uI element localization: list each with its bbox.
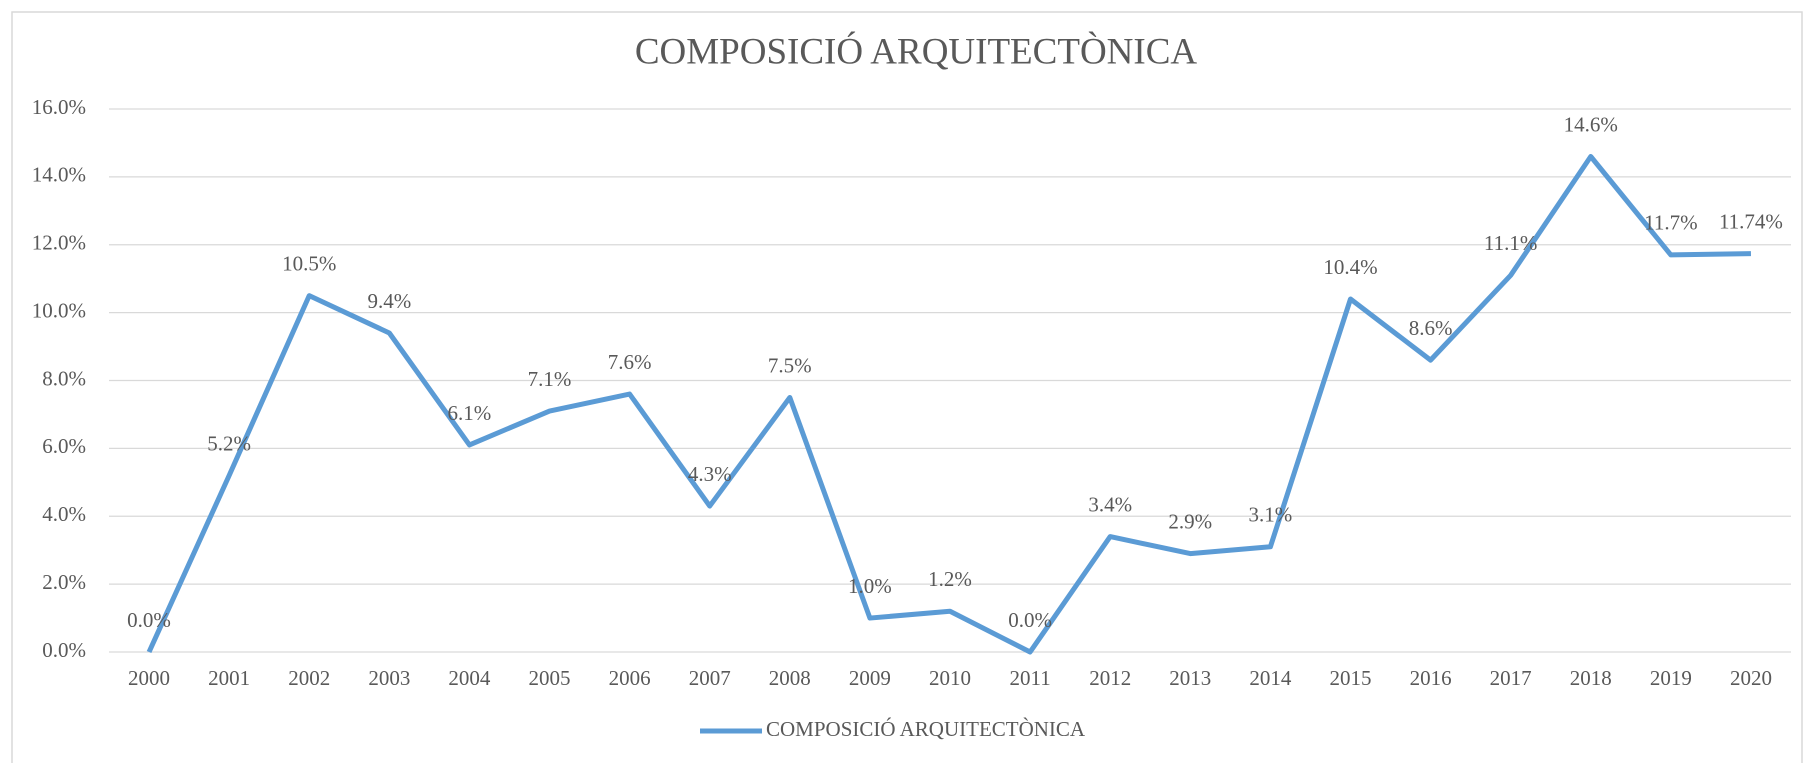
x-tick-label: 2018 (1570, 666, 1612, 690)
data-label: 0.0% (127, 608, 171, 632)
data-label: 7.5% (768, 353, 812, 377)
y-tick-label: 0.0% (42, 638, 86, 662)
x-tick-label: 2011 (1009, 666, 1050, 690)
x-tick-label: 2001 (208, 666, 250, 690)
data-label: 14.6% (1564, 112, 1618, 136)
data-label: 11.7% (1644, 211, 1697, 235)
x-tick-label: 2002 (288, 666, 330, 690)
x-tick-label: 2017 (1490, 666, 1532, 690)
data-label: 3.1% (1249, 503, 1293, 527)
chart-title: COMPOSICIÓ ARQUITECTÒNICA (635, 30, 1198, 72)
x-tick-label: 2004 (448, 666, 491, 690)
x-tick-label: 2003 (368, 666, 410, 690)
x-tick-label: 2007 (689, 666, 731, 690)
data-label: 4.3% (688, 462, 732, 486)
y-tick-label: 4.0% (42, 502, 86, 526)
data-label: 8.6% (1409, 316, 1453, 340)
y-tick-label: 8.0% (42, 366, 86, 390)
data-label: 10.4% (1323, 255, 1377, 279)
x-tick-label: 2000 (128, 666, 170, 690)
x-tick-label: 2005 (529, 666, 571, 690)
x-tick-label: 2020 (1730, 666, 1772, 690)
x-tick-label: 2009 (849, 666, 891, 690)
data-label: 5.2% (207, 431, 251, 455)
x-tick-label: 2008 (769, 666, 811, 690)
data-label: 11.74% (1719, 209, 1783, 233)
data-label: 7.6% (608, 350, 652, 374)
legend-label: COMPOSICIÓ ARQUITECTÒNICA (766, 717, 1086, 741)
y-tick-label: 6.0% (42, 434, 86, 458)
x-tick-label: 2013 (1169, 666, 1211, 690)
x-tick-label: 2010 (929, 666, 971, 690)
data-label: 2.9% (1168, 509, 1212, 533)
x-tick-label: 2019 (1650, 666, 1692, 690)
data-label: 6.1% (448, 401, 492, 425)
y-tick-label: 2.0% (42, 570, 86, 594)
data-label: 11.1% (1484, 231, 1537, 255)
data-label: 1.2% (928, 567, 972, 591)
y-tick-label: 16.0% (32, 95, 86, 119)
data-label: 9.4% (367, 289, 411, 313)
x-tick-label: 2012 (1089, 666, 1131, 690)
y-tick-label: 14.0% (32, 163, 86, 187)
chart-border (11, 11, 1803, 763)
data-label: 3.4% (1088, 492, 1132, 516)
y-tick-label: 12.0% (32, 231, 86, 255)
data-label: 10.5% (282, 251, 336, 275)
data-line (146, 154, 1751, 655)
y-tick-label: 10.0% (32, 298, 86, 322)
x-tick-label: 2006 (609, 666, 651, 690)
x-tick-label: 2014 (1249, 666, 1292, 690)
data-label: 0.0% (1008, 608, 1052, 632)
x-tick-label: 2015 (1329, 666, 1371, 690)
x-tick-label: 2016 (1410, 666, 1452, 690)
data-label: 1.0% (848, 574, 892, 598)
data-label: 7.1% (528, 367, 572, 391)
